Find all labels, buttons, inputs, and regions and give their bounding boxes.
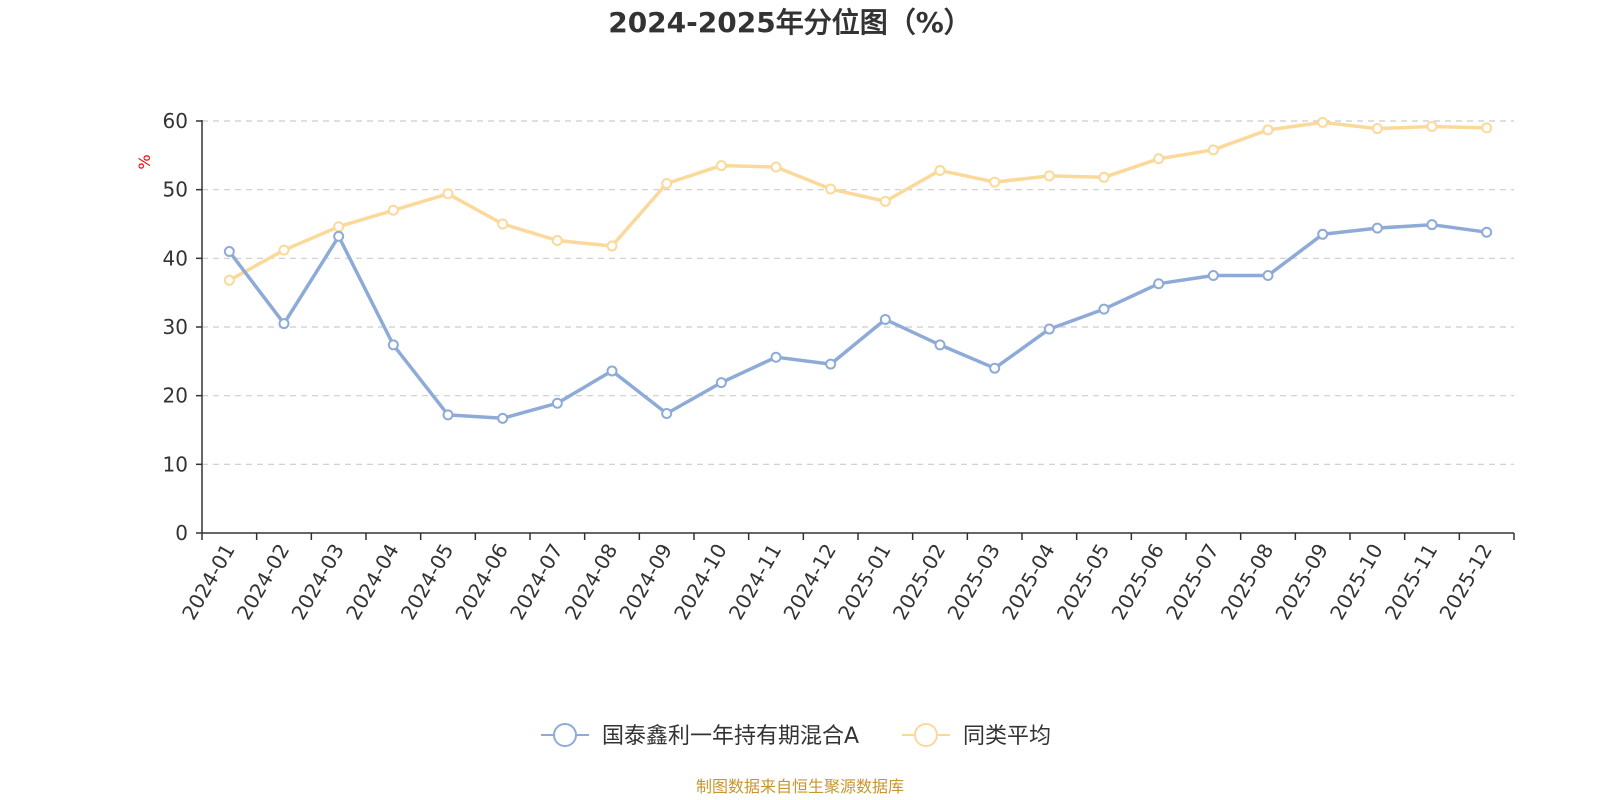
data-point[interactable] — [1207, 144, 1219, 156]
data-point[interactable] — [442, 409, 454, 421]
data-point[interactable] — [442, 188, 454, 200]
data-point[interactable] — [934, 164, 946, 176]
legend-label: 国泰鑫利一年持有期混合A — [602, 724, 859, 749]
data-point[interactable] — [1481, 122, 1493, 134]
data-point[interactable] — [1426, 120, 1438, 132]
data-point[interactable] — [497, 218, 509, 230]
data-point[interactable] — [1098, 303, 1110, 315]
data-point[interactable] — [661, 177, 673, 189]
y-tick-label: 60 — [163, 109, 188, 133]
y-axis-unit-label: % — [135, 154, 154, 169]
x-tick-label: 2025-09 — [1270, 540, 1333, 624]
legend[interactable]: 国泰鑫利一年持有期混合A 同类平均 — [541, 723, 1051, 749]
legend-label: 同类平均 — [963, 724, 1051, 749]
data-point[interactable] — [1481, 226, 1493, 238]
data-point[interactable] — [715, 160, 727, 172]
x-tick-label: 2024-01 — [177, 540, 240, 624]
series-peer-average — [223, 116, 1493, 286]
x-tick-label: 2025-04 — [997, 540, 1060, 624]
series-line — [227, 120, 1489, 283]
x-tick-label: 2025-02 — [888, 540, 951, 624]
x-tick-label: 2025-10 — [1325, 540, 1388, 624]
data-point[interactable] — [770, 351, 782, 363]
data-point[interactable] — [551, 234, 563, 246]
x-tick-label: 2024-07 — [505, 540, 568, 624]
y-tick-label: 10 — [163, 452, 188, 476]
data-point[interactable] — [333, 221, 345, 233]
x-tick-label: 2024-08 — [560, 540, 623, 624]
data-point[interactable] — [989, 176, 1001, 188]
data-point[interactable] — [1317, 116, 1329, 128]
x-tick-label: 2025-06 — [1106, 540, 1169, 624]
data-point[interactable] — [551, 397, 563, 409]
series-layer — [223, 116, 1493, 424]
data-point[interactable] — [1426, 219, 1438, 231]
data-point[interactable] — [934, 339, 946, 351]
series-fund — [223, 219, 1493, 424]
data-point[interactable] — [606, 365, 618, 377]
x-tick-label: 2024-03 — [286, 540, 349, 624]
x-tick-label: 2024-02 — [232, 540, 295, 624]
x-tick-label: 2024-10 — [669, 540, 732, 624]
data-point[interactable] — [989, 362, 1001, 374]
data-point[interactable] — [278, 318, 290, 330]
x-tick-label: 2025-11 — [1380, 540, 1443, 624]
x-tick-label: 2025-05 — [1052, 540, 1115, 624]
data-point[interactable] — [223, 274, 235, 286]
data-point[interactable] — [715, 377, 727, 389]
data-point[interactable] — [333, 230, 345, 242]
y-tick-label: 0 — [175, 521, 188, 545]
data-point[interactable] — [1371, 222, 1383, 234]
data-point[interactable] — [825, 183, 837, 195]
x-tick-label: 2025-01 — [833, 540, 896, 624]
x-tick-label: 2024-06 — [450, 540, 513, 624]
x-tick-label: 2024-11 — [724, 540, 787, 624]
source-note: 制图数据来自恒生聚源数据库 — [696, 777, 904, 796]
data-point[interactable] — [825, 358, 837, 370]
x-tick-label: 2024-05 — [396, 540, 459, 624]
series-line — [227, 222, 1489, 421]
legend-circle-symbol — [914, 723, 938, 747]
x-tick-label: 2024-09 — [614, 540, 677, 624]
data-point[interactable] — [1371, 123, 1383, 135]
x-tick-label: 2024-12 — [778, 540, 841, 624]
data-point[interactable] — [606, 240, 618, 252]
x-tick-label: 2025-12 — [1434, 540, 1497, 624]
grid-layer — [202, 120, 1514, 465]
y-tick-label: 20 — [163, 384, 188, 408]
data-point[interactable] — [1153, 153, 1165, 165]
y-tick-label: 30 — [163, 315, 188, 339]
data-point[interactable] — [879, 313, 891, 325]
x-tick-label: 2025-07 — [1161, 540, 1224, 624]
data-point[interactable] — [1317, 228, 1329, 240]
legend-item-fund[interactable]: 国泰鑫利一年持有期混合A — [541, 723, 859, 749]
data-point[interactable] — [1262, 124, 1274, 136]
x-tick-label: 2025-08 — [1216, 540, 1279, 624]
data-point[interactable] — [1098, 171, 1110, 183]
chart-title: 2024-2025年分位图（%） — [608, 6, 972, 39]
legend-item-peer-average[interactable]: 同类平均 — [902, 723, 1051, 749]
data-point[interactable] — [879, 195, 891, 207]
x-tick-label: 2025-03 — [942, 540, 1005, 624]
data-point[interactable] — [770, 161, 782, 173]
data-point[interactable] — [223, 245, 235, 257]
data-point[interactable] — [1153, 278, 1165, 290]
y-tick-label: 50 — [163, 178, 188, 202]
data-point[interactable] — [278, 244, 290, 256]
axis-layer: 01020304050602024-012024-022024-032024-0… — [163, 109, 1515, 624]
data-point[interactable] — [387, 204, 399, 216]
data-point[interactable] — [497, 412, 509, 424]
data-point[interactable] — [1043, 323, 1055, 335]
legend-circle-symbol — [553, 723, 577, 747]
x-tick-label: 2024-04 — [341, 540, 404, 624]
data-point[interactable] — [1207, 270, 1219, 281]
data-point[interactable] — [1043, 170, 1055, 182]
data-point[interactable] — [661, 408, 673, 420]
data-point[interactable] — [387, 339, 399, 351]
data-point[interactable] — [1262, 270, 1274, 281]
y-tick-label: 40 — [163, 246, 188, 270]
